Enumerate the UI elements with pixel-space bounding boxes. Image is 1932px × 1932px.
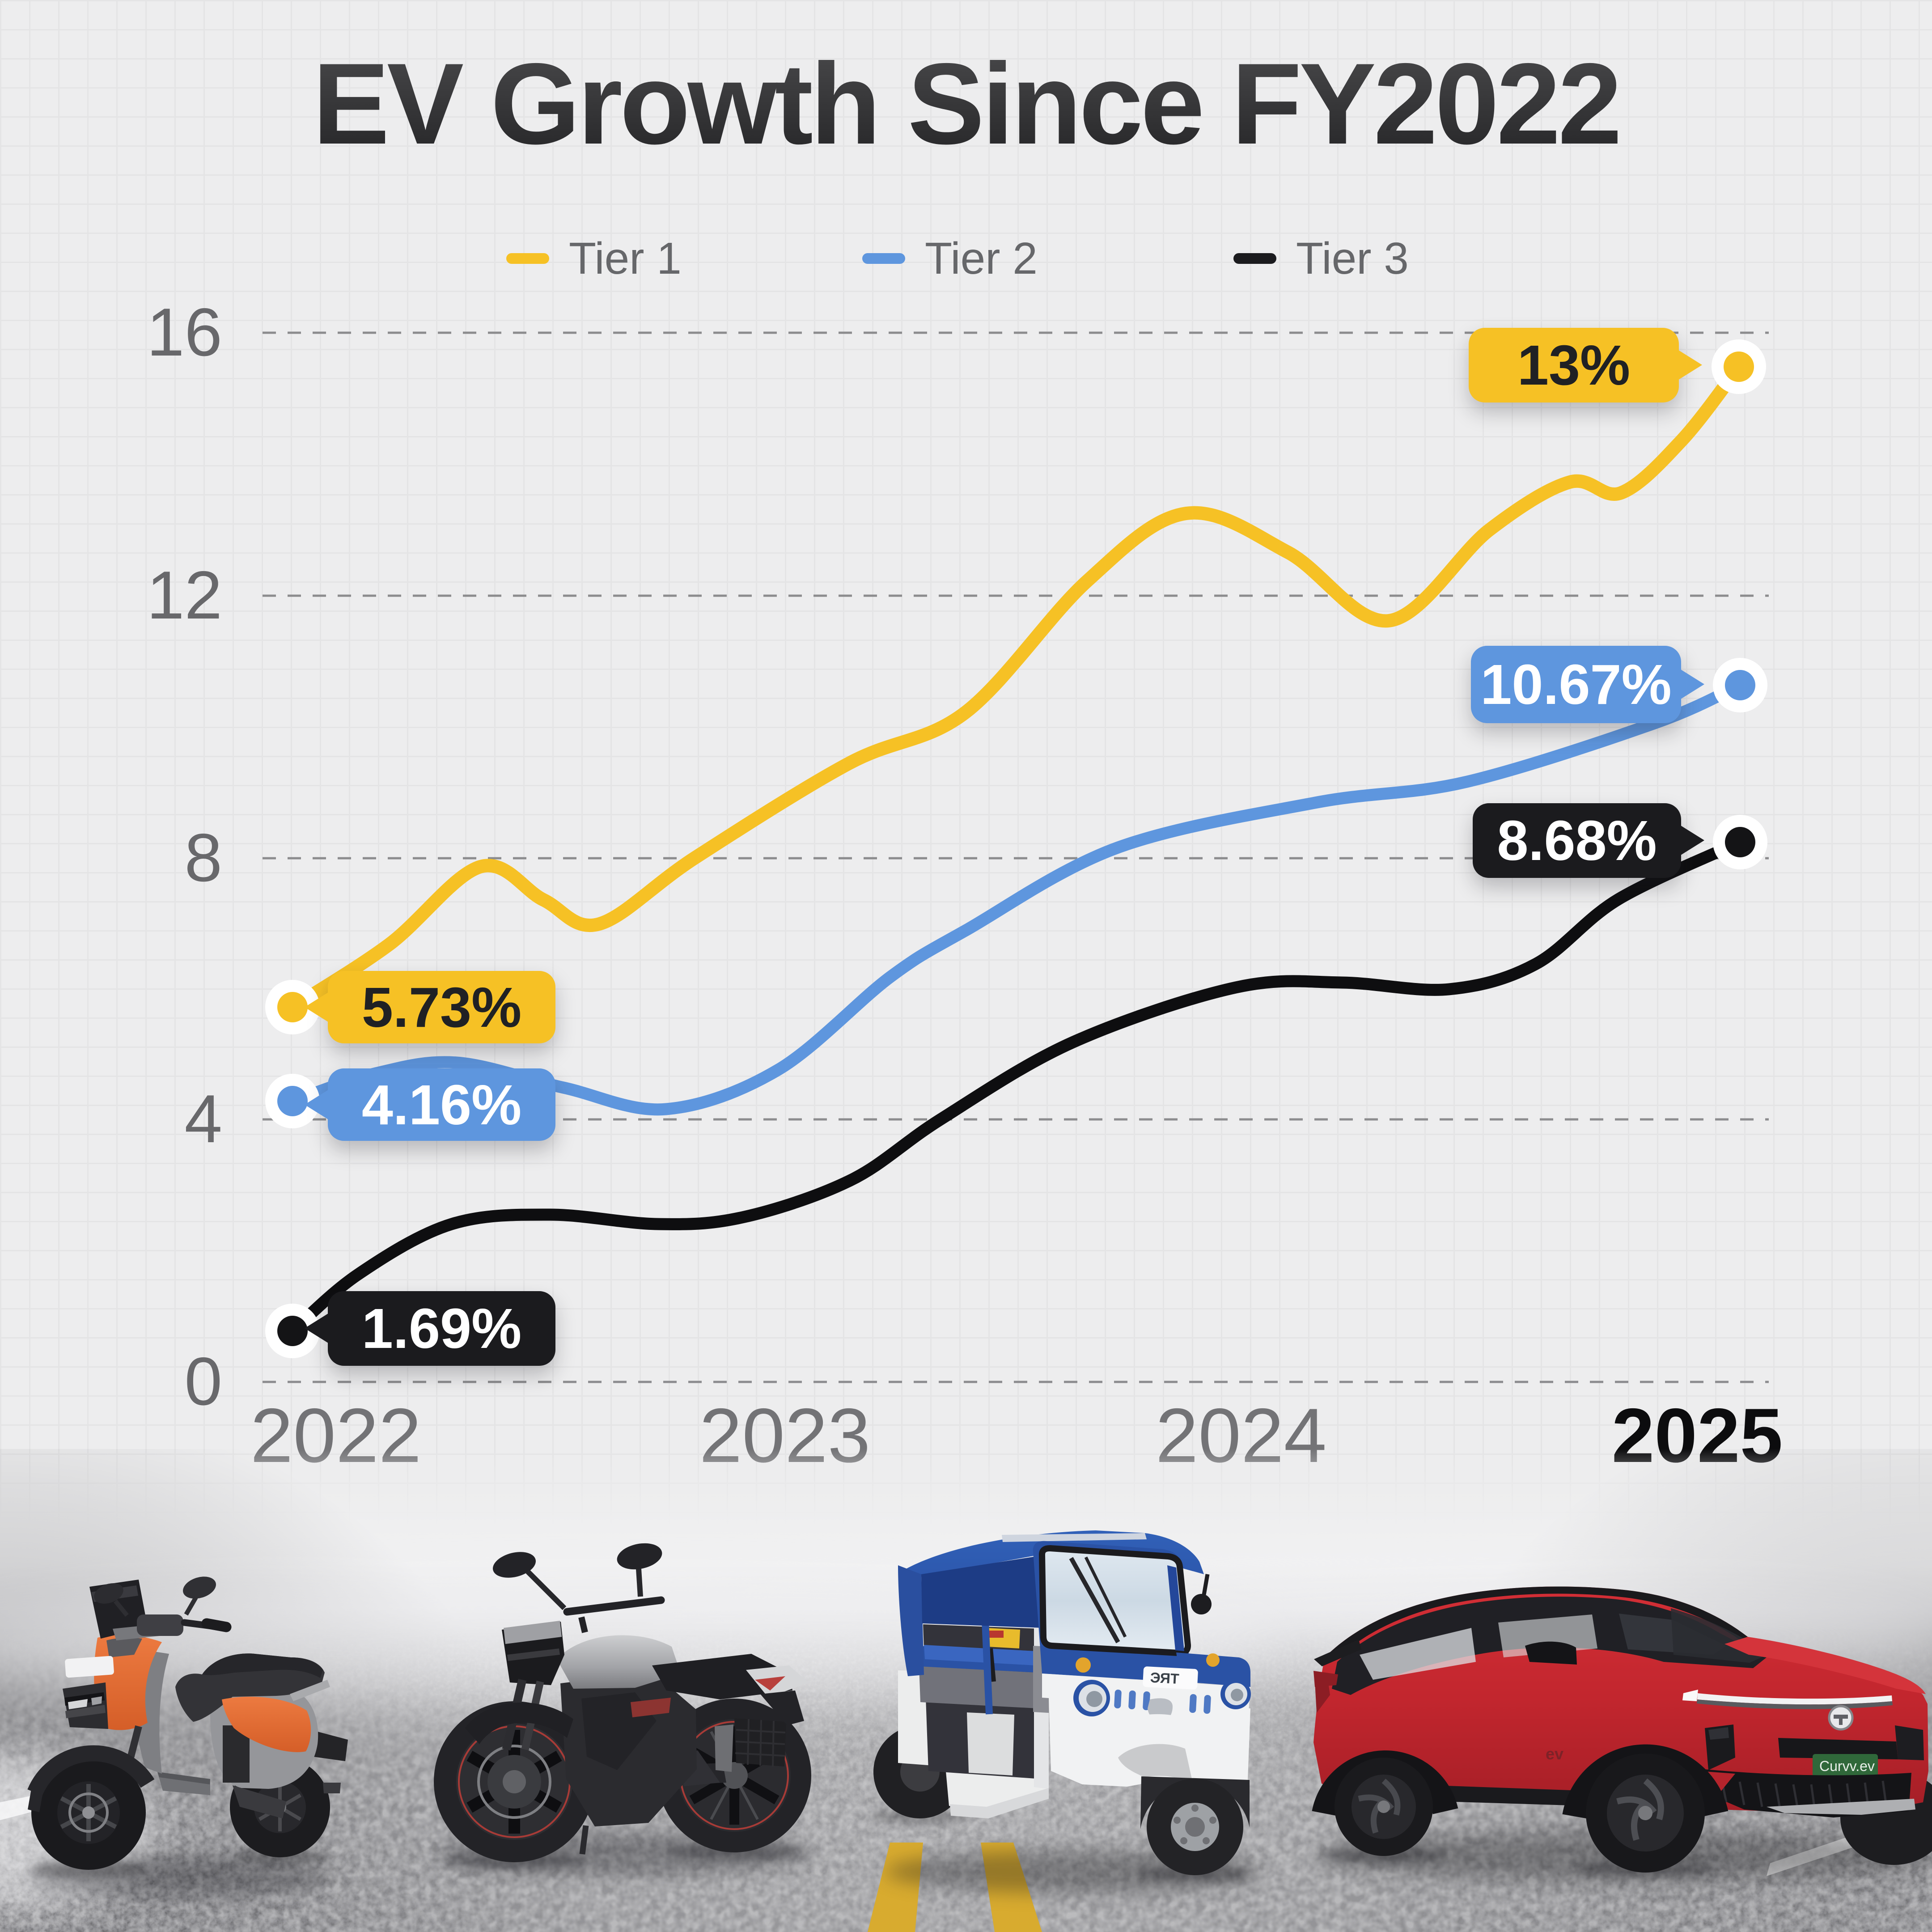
svg-text:ev: ev — [1546, 1745, 1563, 1763]
svg-text:Curvv.ev: Curvv.ev — [1819, 1758, 1875, 1774]
svg-text:ЭЯT: ЭЯT — [1150, 1669, 1180, 1687]
